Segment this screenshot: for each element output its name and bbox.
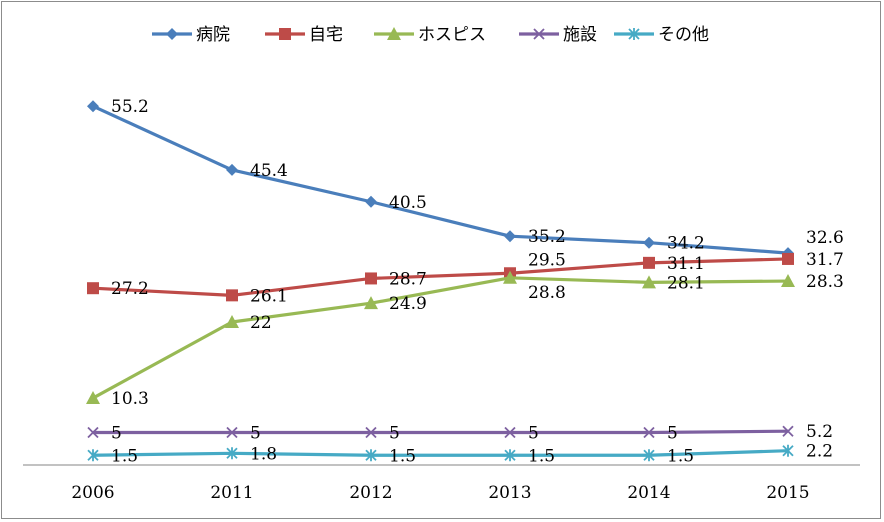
legend-label: 自宅: [309, 25, 343, 45]
data-label: 31.1: [667, 254, 705, 274]
data-label: 5: [250, 424, 261, 444]
series-line-1: [92, 257, 789, 297]
x-tick-label: 2011: [210, 483, 253, 503]
data-point-marker: [782, 252, 794, 265]
data-label: 5: [389, 424, 400, 444]
data-point-marker: [87, 449, 99, 462]
data-label: 29.5: [528, 250, 566, 270]
data-point-marker: [504, 449, 516, 462]
data-point-marker: [87, 282, 99, 295]
legend-label: 施設: [563, 25, 597, 45]
data-label: 1.5: [667, 446, 694, 466]
data-label: 1.8: [250, 444, 277, 464]
legend-label: 病院: [196, 25, 230, 45]
legend-label: その他: [658, 25, 709, 45]
data-point-marker: [782, 425, 794, 437]
data-label: 27.2: [111, 279, 149, 299]
data-point-marker: [643, 449, 655, 462]
series-line-0: [92, 104, 789, 255]
data-label: 10.3: [111, 389, 149, 409]
data-point-marker: [504, 426, 516, 439]
data-point-marker: [365, 195, 377, 208]
data-label: 1.5: [528, 446, 555, 466]
data-point-marker: [87, 426, 99, 439]
data-point-marker: [365, 272, 377, 285]
data-point-marker: [782, 444, 794, 457]
data-label: 24.9: [389, 294, 427, 314]
x-tick-label: 2006: [71, 483, 114, 503]
legend-label: ホスピス: [418, 25, 486, 45]
legend-marker-icon: [166, 28, 178, 40]
data-label: 2.2: [806, 442, 833, 462]
legend-marker-icon: [387, 27, 401, 40]
series-line-2: [92, 276, 789, 400]
legend-marker-icon: [628, 28, 640, 40]
series-line-3: [93, 429, 789, 435]
data-point-marker: [86, 391, 100, 405]
data-label: 28.1: [667, 273, 705, 293]
data-point-marker: [781, 274, 795, 288]
data-label: 45.4: [250, 161, 288, 181]
data-label: 31.7: [806, 250, 844, 270]
x-tick-label: 2014: [627, 483, 670, 503]
data-label: 1.5: [111, 446, 138, 466]
data-point-marker: [504, 230, 516, 243]
data-point-marker: [226, 163, 238, 176]
x-tick-label: 2012: [349, 483, 392, 503]
data-point-marker: [643, 236, 655, 249]
data-point-marker: [365, 426, 377, 439]
legend-marker-icon: [533, 28, 545, 40]
data-label: 5.2: [806, 422, 833, 442]
x-tick-label: 2015: [766, 483, 809, 503]
x-tick-label: 2013: [488, 483, 531, 503]
data-label: 22: [250, 313, 272, 333]
data-label: 5: [111, 424, 122, 444]
data-label: 32.6: [806, 228, 844, 248]
data-point-marker: [642, 275, 656, 289]
legend-marker-icon: [279, 28, 291, 40]
data-point-marker: [643, 426, 655, 439]
data-label: 28.8: [528, 283, 566, 303]
data-label: 55.2: [111, 97, 149, 117]
series-line-4: [92, 449, 789, 457]
data-label: 35.2: [528, 227, 566, 247]
data-label: 28.3: [806, 272, 844, 292]
data-point-marker: [643, 256, 655, 269]
data-label: 40.5: [389, 193, 427, 213]
data-label: 26.1: [250, 286, 288, 306]
data-point-marker: [87, 100, 99, 113]
data-label: 28.7: [389, 269, 427, 289]
data-point-marker: [364, 296, 378, 310]
data-label: 5: [667, 424, 678, 444]
data-point-marker: [365, 449, 377, 462]
data-label: 34.2: [667, 234, 705, 254]
data-point-marker: [503, 270, 517, 284]
data-point-marker: [226, 447, 238, 460]
data-point-marker: [226, 289, 238, 302]
data-label: 1.5: [389, 446, 416, 466]
data-point-marker: [226, 426, 238, 439]
data-point-marker: [225, 315, 239, 328]
data-label: 5: [528, 424, 539, 444]
